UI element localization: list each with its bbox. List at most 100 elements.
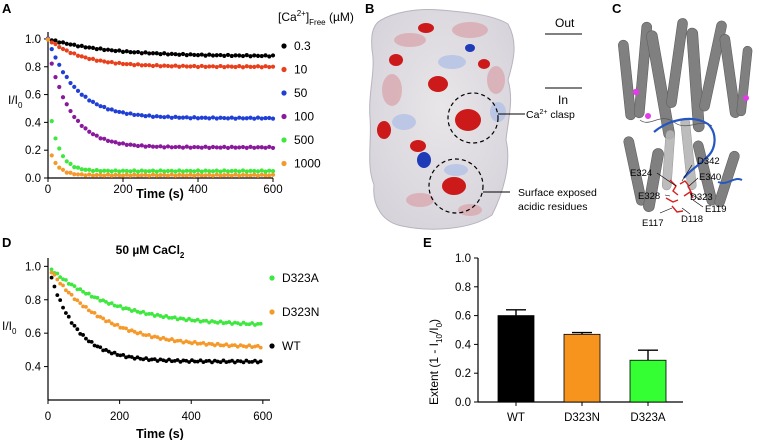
panel-a-point [188,168,193,174]
panel-a-point [124,111,129,116]
panel-a-point [143,169,148,174]
panel-d-point [104,319,108,324]
panel-d-xtick-label: 200 [110,411,129,423]
panel-a-point [229,115,234,120]
panel-a-point [113,168,118,173]
panel-a-point [270,64,276,69]
panel-a-point [233,64,238,70]
panel-d-point [258,345,263,350]
panel-a-point [214,168,219,173]
panel-d-point [204,342,209,347]
panel-a-xtick-label: 600 [263,184,282,196]
panel-a-point [94,46,99,52]
panel-d-point [201,319,206,323]
panel-d-point [212,358,217,363]
panel-d-point [230,358,234,363]
panel-d-point [121,326,126,330]
panel-a-point [117,141,122,146]
panel-a-point [199,169,204,174]
panel-d-point [230,322,234,326]
panel-a-point [270,145,276,151]
blue-loop [653,117,716,179]
panel-d-point [149,311,154,316]
panel-d-point [101,298,106,303]
panel-a-letter: A [2,1,12,16]
panel-d-point [241,344,246,349]
panel-e-bar-D323A [629,359,667,403]
panel-a-point [259,116,264,121]
panel-a-point [128,173,133,178]
panel-e-bar-WT [497,315,535,403]
panel-a-point [109,139,114,144]
panel-d-point [247,322,252,327]
panel-e-ytick-label: 0.0 [455,397,471,409]
panel-a-point [225,169,231,174]
panel-a-ytick-label: 0.2 [25,145,41,157]
blue-loop-tail [717,178,743,184]
panel-a-point [252,64,257,69]
panel-a-point [207,172,212,177]
panel-d-point [198,319,203,324]
panel-a-point [49,118,54,124]
panel-d-point [178,359,183,364]
panel-a-point [79,167,84,172]
panel-a-point [124,62,129,67]
panel-a-point [184,64,189,69]
panel-a-point [263,64,268,69]
panel-a-point [229,144,234,149]
panel-d-point [72,284,77,289]
panel-a-point [177,52,182,57]
residue-leader-lines [656,164,704,215]
panel-d-point [104,348,108,352]
panel-a-point [102,104,107,110]
panel-d-point [169,337,174,341]
panel-a-point [244,169,249,174]
panel-d-point [204,318,209,323]
panel-a-point [120,61,126,67]
panel-a-point [135,173,141,178]
panel-d-point [255,321,260,326]
panel-a-series-1000 [45,37,276,178]
panel-a-point [188,64,193,69]
panel-a-point [45,37,51,42]
panel-a-point [98,58,103,63]
panel-a-point [109,59,114,65]
panel-d-point [58,275,63,280]
panel-a-point [94,58,99,63]
panel-a-point [120,110,126,115]
panel-d-point [84,336,88,341]
panel-a-series-100 [45,36,276,151]
panel-d-point [255,360,260,365]
panel-a-point [135,112,141,117]
panel-a-point [188,172,193,177]
panel-a-point [53,75,58,80]
panel-a-point [252,116,257,121]
panel-a-point [57,146,62,151]
panel-a-point [102,168,107,173]
panel-d-point [215,341,220,346]
panel-a-legend-marker [281,160,287,167]
panel-a-point [222,115,227,121]
panel-b-surface-model: B [365,1,597,230]
panel-a-point [267,64,272,70]
panel-a-point [162,169,167,174]
panel-d-legend-label: D323A [282,271,319,285]
panel-a-point [60,167,66,172]
panel-d-point [129,355,134,359]
panel-a-point [255,115,261,120]
panel-a-legend-marker [281,113,287,120]
panel-a-point [218,52,223,58]
panel-a-point [87,172,92,177]
panel-d-point [169,359,174,364]
panel-a-point [244,116,249,121]
panel-a-point [255,145,261,150]
panel-d-point [221,343,226,348]
panel-d-point [167,357,171,362]
panel-e-ytick-label: 1.0 [455,253,471,265]
surface-pale-red-patches [382,22,505,216]
panel-d-point [144,312,149,317]
panel-a-point [162,172,167,178]
panel-a-point [199,52,204,57]
panel-d-point [192,318,197,323]
panel-d-point [104,299,108,304]
